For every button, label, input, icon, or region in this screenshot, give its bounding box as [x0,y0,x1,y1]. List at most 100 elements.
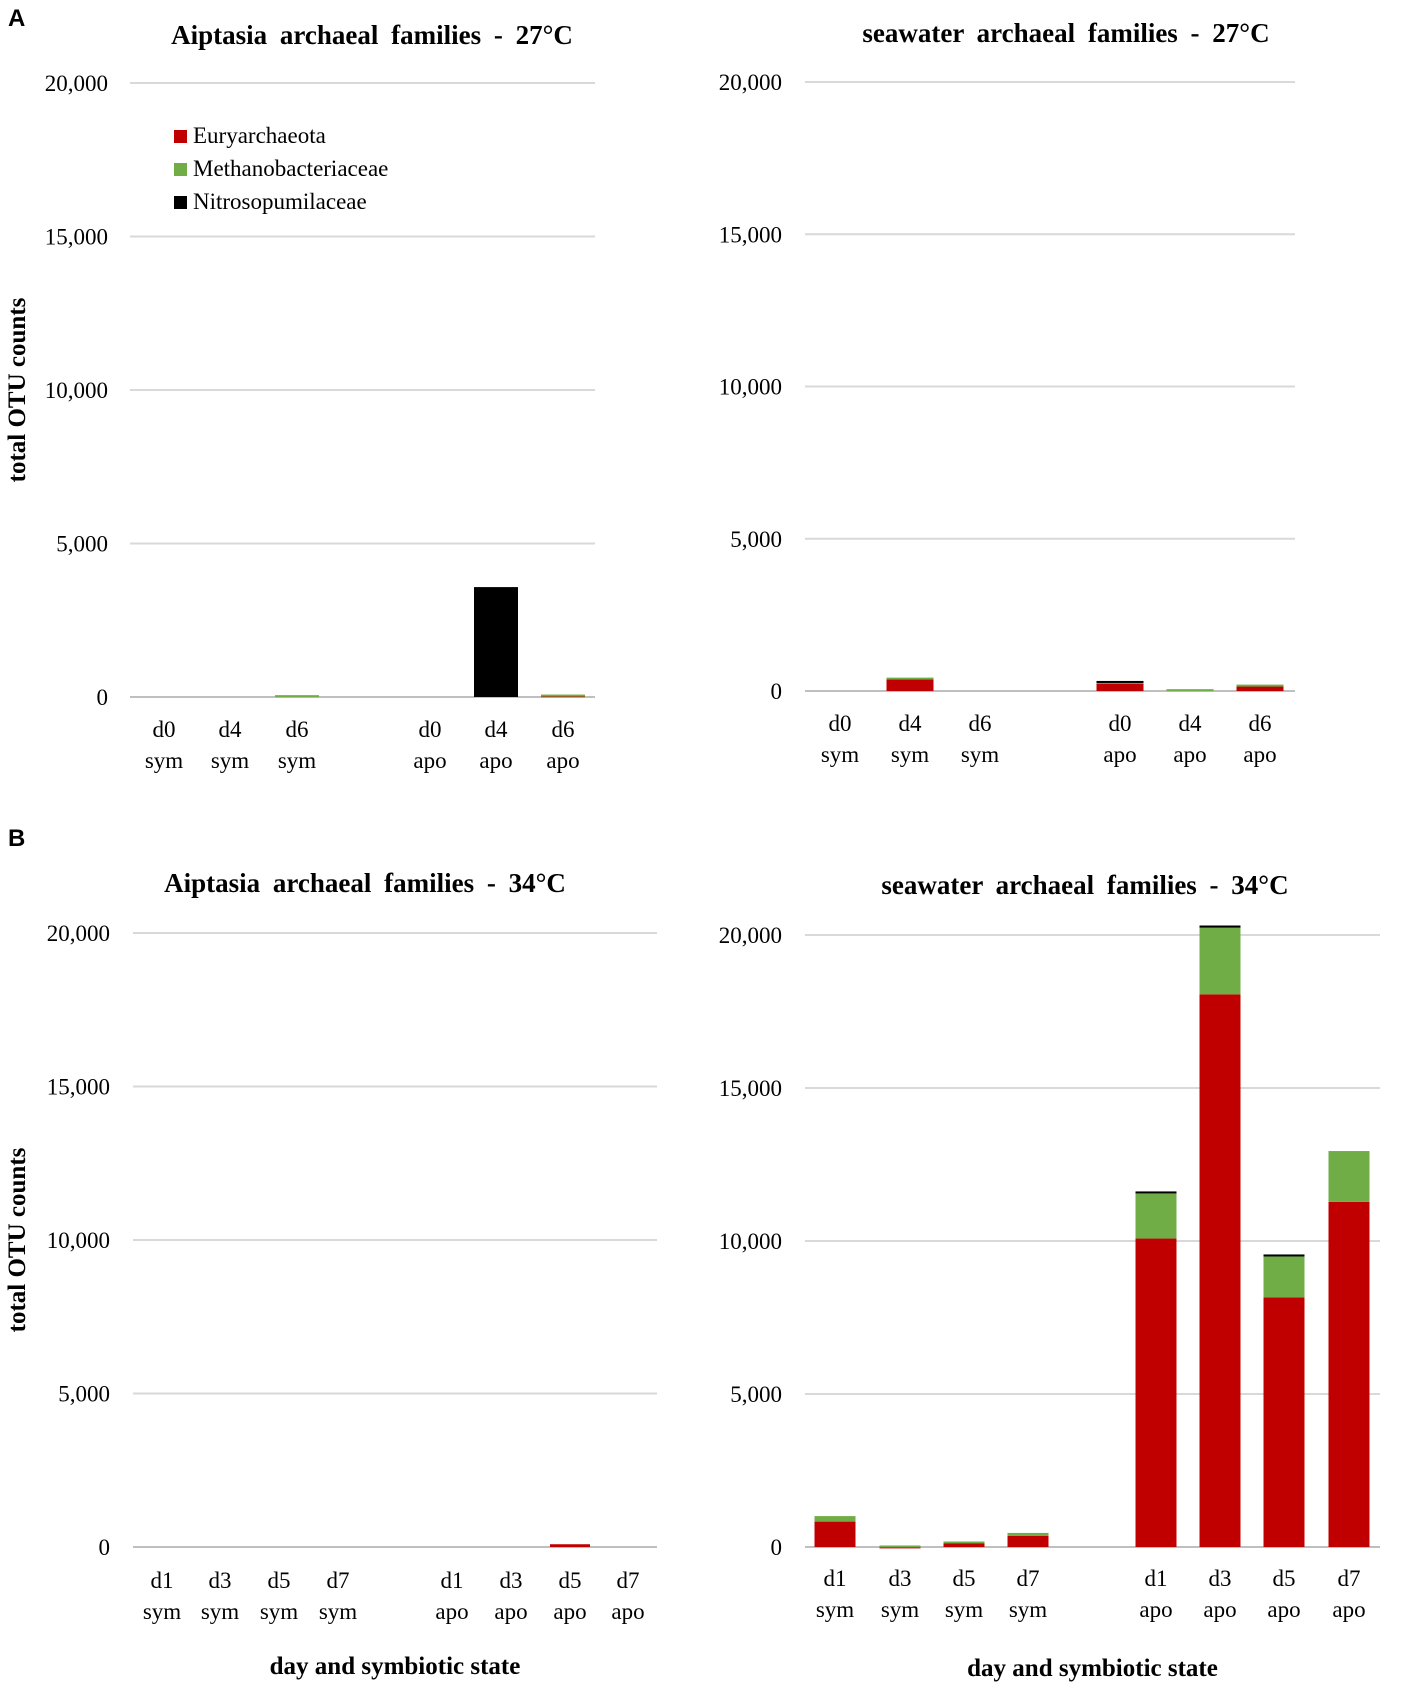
bar-segment-methanobacteriaceae [1328,1151,1370,1202]
chart-1: 0 5,000 10,000 15,000 20,000 d0 sym d4 sym d6 sym d… [4,20,595,773]
y-tick-label: 20,000 [47,921,110,946]
y-axis-label: total OTU counts [4,1147,31,1332]
x-tick-label-state: sym [143,1599,181,1624]
legend-label: Methanobacteriaceae [193,156,388,181]
x-tick-label-day: d7 [1017,1566,1040,1591]
x-tick-label-state: sym [201,1599,239,1624]
x-tick-label-state: sym [1009,1597,1047,1622]
bar-segment-euryarchaeota [1135,1238,1177,1547]
x-tick-label-state: sym [319,1599,357,1624]
legend-label: Euryarchaeota [193,123,326,148]
y-tick-label: 5,000 [730,1382,782,1407]
y-tick-label: 15,000 [719,222,782,247]
y-tick-label: 10,000 [45,378,108,403]
chart-title: Aiptasia archaeal families - 27°C [171,20,573,50]
panel-label-a: A [8,5,25,32]
bar-segment-euryarchaeota [1263,1297,1305,1547]
bar-segment-methanobacteriaceae [1166,689,1214,692]
x-tick-label-state: sym [278,748,316,773]
x-tick-label-day: d3 [1209,1566,1232,1591]
legend-swatch [174,196,187,209]
x-tick-label-state: apo [435,1599,468,1624]
legend-label: Nitrosopumilaceae [193,189,367,214]
bar-segment-methanobacteriaceae [879,1545,921,1548]
y-tick-label: 10,000 [719,375,782,400]
bar-segment-euryarchaeota [1236,685,1284,691]
y-tick-label: 15,000 [719,1076,782,1101]
x-tick-label-day: d5 [953,1566,976,1591]
bar-segment-methanobacteriaceae [1135,1193,1177,1239]
legend: Euryarchaeota Methanobacteriaceae Nitrosop… [174,123,388,214]
x-tick-label-state: apo [413,748,446,773]
y-tick-label: 5,000 [730,527,782,552]
panel-label-b: B [8,825,25,852]
x-tick-label-day: d6 [286,717,309,742]
bar-segment-euryarchaeota [1007,1535,1049,1547]
x-tick-label-state: apo [1173,742,1206,767]
x-tick-label-day: d1 [1145,1566,1168,1591]
x-tick-label-state: sym [145,748,183,773]
x-tick-label-state: sym [211,748,249,773]
x-tick-label-state: apo [1203,1597,1236,1622]
x-tick-label-day: d3 [889,1566,912,1591]
x-tick-label-state: apo [1103,742,1136,767]
x-tick-label-state: apo [479,748,512,773]
x-tick-label-day: d3 [500,1568,523,1593]
chart-2: 0 5,000 10,000 15,000 20,000 d0 sym d4 sym d6 sym d… [719,18,1295,767]
y-tick-label: 10,000 [719,1229,782,1254]
x-tick-label-state: apo [546,748,579,773]
x-axis-label: day and symbiotic state [270,1653,521,1680]
y-tick-label: 20,000 [719,70,782,95]
x-tick-label-state: apo [494,1599,527,1624]
x-tick-label-day: d0 [1109,711,1132,736]
x-tick-label-state: apo [1243,742,1276,767]
x-tick-label-day: d0 [153,717,176,742]
x-tick-label-state: apo [611,1599,644,1624]
x-tick-label-day: d7 [617,1568,640,1593]
bar-segment-methanobacteriaceae [541,694,585,697]
x-tick-label-state: sym [816,1597,854,1622]
x-tick-label-day: d6 [552,717,575,742]
x-tick-label-day: d1 [151,1568,174,1593]
bar-segment-euryarchaeota [943,1542,985,1547]
x-tick-label-day: d1 [824,1566,847,1591]
x-tick-label-day: d5 [559,1568,582,1593]
x-tick-label-day: d7 [1338,1566,1361,1591]
bar-segment-methanobacteriaceae [1007,1532,1049,1536]
bar-segment-euryarchaeota [1328,1201,1370,1547]
x-tick-label-day: d4 [485,717,509,742]
y-tick-label: 0 [771,1535,783,1560]
bar-segment-euryarchaeota [550,1544,590,1547]
x-tick-label-day: d5 [268,1568,291,1593]
x-tick-label-day: d0 [829,711,852,736]
x-tick-label-state: sym [891,742,929,767]
x-tick-label-state: sym [961,742,999,767]
x-tick-label-state: sym [945,1597,983,1622]
x-axis-label: day and symbiotic state [967,1655,1218,1682]
chart-4: 0 5,000 10,000 15,000 20,000 d1 sym d3 sym d5 sym d… [719,870,1380,1682]
bar-segment-nitrosopumilaceae [1263,1254,1305,1257]
x-tick-label-state: sym [821,742,859,767]
charts-container: 0 5,000 10,000 15,000 20,000 d0 sym d4 sym d6 sym d… [4,18,1380,1682]
y-tick-label: 0 [99,1535,111,1560]
bar-segment-methanobacteriaceae [1263,1255,1305,1298]
x-tick-label-day: d4 [1179,711,1203,736]
x-tick-label-state: sym [881,1597,919,1622]
bar-segment-methanobacteriaceae [1199,927,1241,995]
y-tick-label: 10,000 [47,1228,110,1253]
chart-3: 0 5,000 10,000 15,000 20,000 d1 sym d3 sym d5 sym d… [4,868,657,1680]
bar-segment-euryarchaeota [814,1521,856,1547]
bar-segment-methanobacteriaceae [275,695,319,698]
y-tick-label: 0 [97,685,109,710]
y-tick-label: 20,000 [45,71,108,96]
bar-segment-nitrosopumilaceae [1096,680,1144,683]
bar-segment-euryarchaeota [1096,682,1144,691]
y-tick-label: 0 [771,679,783,704]
bar-segment-nitrosopumilaceae [474,587,518,697]
y-tick-label: 5,000 [58,1382,110,1407]
y-tick-label: 20,000 [719,923,782,948]
y-axis-label: total OTU counts [4,297,31,482]
x-tick-label-day: d1 [441,1568,464,1593]
bar-segment-methanobacteriaceae [814,1516,856,1522]
